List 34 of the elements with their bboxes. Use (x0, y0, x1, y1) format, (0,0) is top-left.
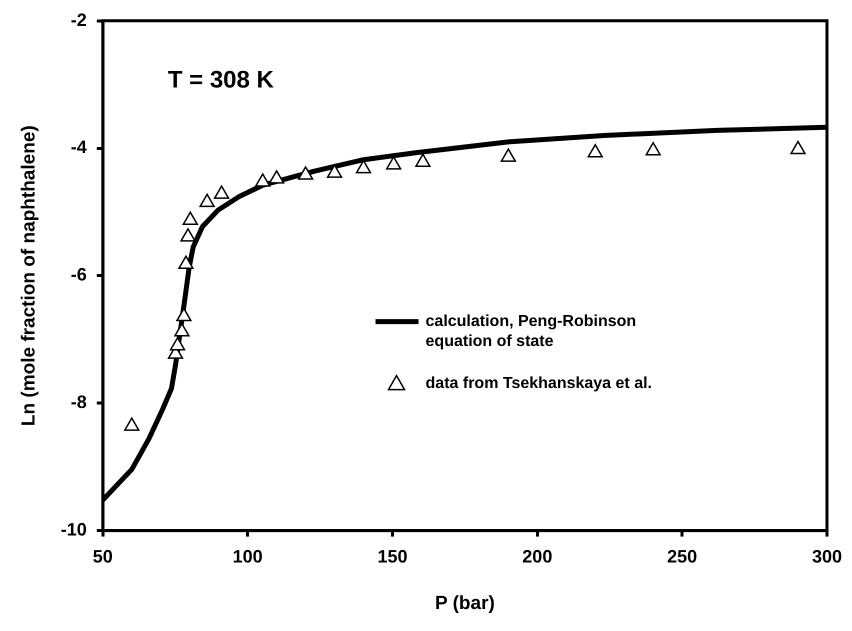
point (790, 140, 806, 154)
point (124, 417, 140, 431)
x-axis-title: P (bar) (434, 592, 495, 614)
x-tick-label: 50 (92, 546, 113, 566)
x-tick-label: 250 (667, 546, 698, 566)
point (326, 164, 342, 178)
x-tick-label: 100 (232, 546, 263, 566)
y-tick-label: -2 (70, 10, 87, 30)
legend-label: data from Tsekhanskaya et al. (426, 374, 652, 392)
x-tick-label: 300 (812, 546, 842, 566)
legend-label: calculation, Peng-Robinson equation of state (426, 312, 636, 350)
point (178, 255, 194, 269)
point (268, 170, 284, 184)
y-tick-label: -8 (70, 392, 87, 412)
x-tick-label: 200 (522, 546, 552, 566)
point (199, 194, 215, 208)
point (646, 142, 661, 156)
point (386, 156, 402, 170)
point (500, 148, 516, 162)
y-tick-label: -6 (70, 264, 87, 285)
point (182, 212, 198, 226)
y-axis-title: Ln (mole fraction of naphthalene) (18, 125, 40, 426)
point (255, 173, 270, 187)
point (588, 144, 603, 158)
annotation: T = 308 K (168, 66, 275, 94)
x-tick-label: 150 (377, 546, 408, 566)
y-tick-label: -10 (60, 520, 87, 540)
point (214, 185, 230, 199)
point (174, 323, 190, 337)
point (170, 337, 186, 351)
y-tick-label: -4 (70, 137, 87, 158)
point (298, 166, 314, 180)
point (415, 154, 431, 168)
point (180, 228, 196, 242)
